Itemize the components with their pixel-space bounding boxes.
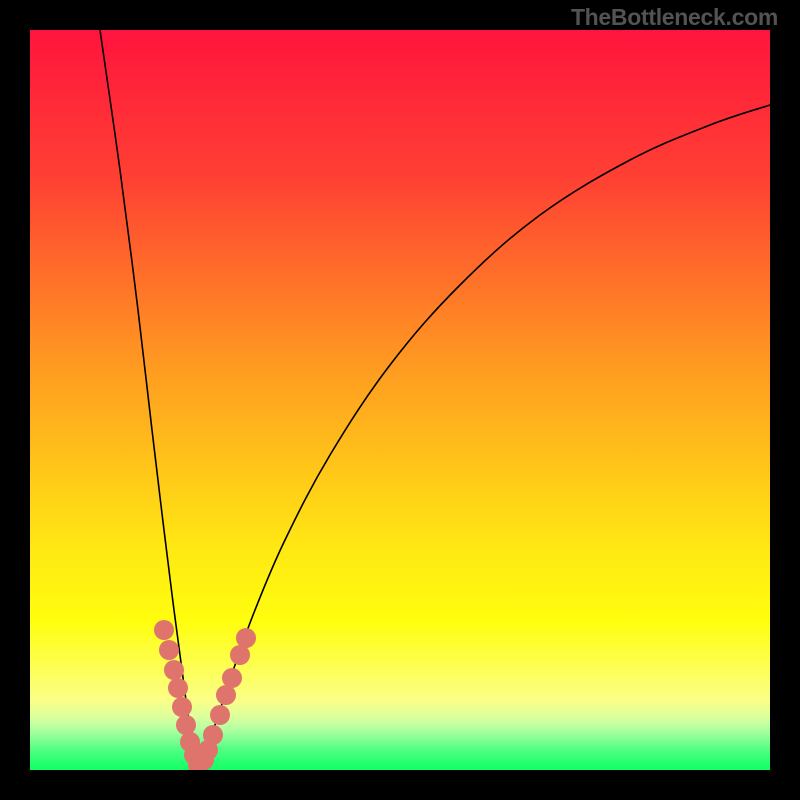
chart-frame: TheBottleneck.com [0,0,800,800]
data-marker [168,678,188,698]
plot-area [30,30,770,770]
curve-left-branch [100,30,200,770]
watermark-text: TheBottleneck.com [571,4,778,31]
data-marker [154,620,174,640]
data-marker [159,640,179,660]
data-marker [210,705,230,725]
data-marker [172,697,192,717]
curve-right-branch [200,105,770,770]
data-marker [236,628,256,648]
data-marker [222,668,242,688]
data-marker [164,660,184,680]
data-marker [230,645,250,665]
curve-layer [30,30,770,770]
data-marker [176,715,196,735]
data-marker [203,725,223,745]
data-marker [216,685,236,705]
